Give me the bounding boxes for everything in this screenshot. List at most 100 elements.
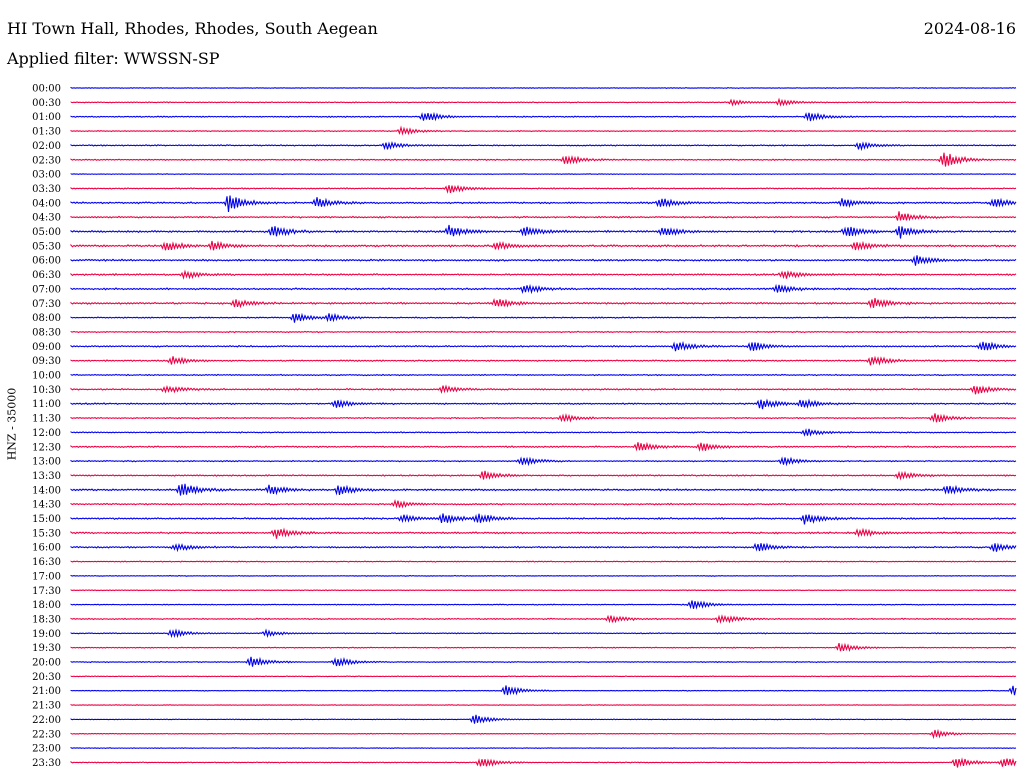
trace-line xyxy=(70,312,1017,323)
time-tick-label: 17:30 xyxy=(32,586,61,597)
trace-line xyxy=(70,340,1017,352)
trace-line xyxy=(70,483,1017,496)
time-tick-label: 16:30 xyxy=(32,557,61,568)
filter-line: Applied filter: WWSSN-SP xyxy=(7,49,220,68)
trace-line xyxy=(70,413,1017,423)
time-tick-label: 02:30 xyxy=(32,155,61,166)
trace-line xyxy=(70,589,1017,592)
trace-line xyxy=(70,184,1017,194)
trace-line xyxy=(70,513,1017,525)
trace-line xyxy=(70,384,1017,395)
trace-line xyxy=(70,542,1017,553)
time-tick-label: 05:30 xyxy=(32,241,61,252)
time-tick-label: 11:30 xyxy=(32,414,61,425)
trace-line xyxy=(70,211,1017,222)
time-tick-label: 21:00 xyxy=(32,686,61,697)
trace-line xyxy=(70,195,1017,213)
trace-line xyxy=(70,498,1017,509)
trace-line xyxy=(70,656,1017,667)
trace-line xyxy=(70,373,1017,377)
time-tick-label: 22:30 xyxy=(32,729,61,740)
time-tick-label: 15:30 xyxy=(32,528,61,539)
time-tick-label: 05:00 xyxy=(32,227,61,238)
time-tick-label: 06:30 xyxy=(32,270,61,281)
trace-line xyxy=(70,330,1017,334)
time-tick-label: 12:30 xyxy=(32,442,61,453)
time-tick-label: 14:00 xyxy=(32,485,61,496)
trace-line xyxy=(70,111,1017,122)
trace-line xyxy=(70,97,1017,107)
time-tick-label: 14:30 xyxy=(32,500,61,511)
trace-line xyxy=(70,283,1017,295)
trace-line xyxy=(70,614,1017,625)
time-tick-label: 02:00 xyxy=(32,141,61,152)
trace-line xyxy=(70,240,1017,251)
time-tick-label: 07:30 xyxy=(32,299,61,310)
time-tick-label: 00:30 xyxy=(32,98,61,109)
time-tick-label: 03:00 xyxy=(32,170,61,181)
trace-line xyxy=(70,125,1017,136)
time-tick-label: 22:00 xyxy=(32,715,61,726)
time-tick-label: 06:00 xyxy=(32,256,61,267)
time-tick-label: 01:00 xyxy=(32,112,61,123)
time-tick-label: 18:00 xyxy=(32,600,61,611)
time-tick-label: 08:30 xyxy=(32,327,61,338)
trace-line xyxy=(70,255,1017,266)
trace-line xyxy=(70,704,1017,706)
trace-line xyxy=(70,224,1017,239)
time-tick-label: 04:30 xyxy=(32,213,61,224)
time-tick-label: 21:30 xyxy=(32,701,61,712)
time-tick-label: 20:00 xyxy=(32,658,61,669)
time-tick-label: 09:30 xyxy=(32,356,61,367)
time-tick-label: 10:30 xyxy=(32,385,61,396)
time-tick-label: 03:30 xyxy=(32,184,61,195)
time-tick-label: 17:00 xyxy=(32,571,61,582)
time-tick-label: 00:00 xyxy=(32,84,61,95)
trace-line xyxy=(70,685,1017,696)
trace-line xyxy=(70,728,1017,740)
time-tick-label: 04:00 xyxy=(32,198,61,209)
trace-line xyxy=(70,675,1017,678)
trace-line xyxy=(70,574,1017,577)
time-tick-label: 20:30 xyxy=(32,672,61,683)
trace-line xyxy=(70,140,1017,152)
time-tick-label: 07:00 xyxy=(32,284,61,295)
trace-line xyxy=(70,173,1017,176)
time-tick-label: 13:00 xyxy=(32,457,61,468)
time-tick-label: 19:00 xyxy=(32,629,61,640)
trace-line xyxy=(70,398,1017,410)
trace-line xyxy=(70,427,1017,437)
trace-line xyxy=(70,757,1017,768)
trace-line xyxy=(70,642,1017,653)
time-tick-label: 15:00 xyxy=(32,514,61,525)
time-tick-label: 12:00 xyxy=(32,428,61,439)
time-tick-label: 23:00 xyxy=(32,744,61,755)
trace-line xyxy=(70,86,1017,89)
trace-line xyxy=(70,297,1017,309)
time-tick-label: 10:00 xyxy=(32,371,61,382)
trace-line xyxy=(70,152,1017,167)
trace-line xyxy=(70,747,1017,750)
trace-line xyxy=(70,355,1017,366)
station-title: HI Town Hall, Rhodes, Rhodes, South Aege… xyxy=(7,19,378,38)
time-tick-label: 09:00 xyxy=(32,342,61,353)
trace-line xyxy=(70,470,1017,481)
trace-line xyxy=(70,560,1017,563)
time-tick-label: 23:30 xyxy=(32,758,61,769)
time-tick-label: 19:30 xyxy=(32,643,61,654)
trace-line xyxy=(70,456,1017,467)
time-tick-label: 16:00 xyxy=(32,543,61,554)
trace-line xyxy=(70,269,1017,280)
date-label: 2024-08-16 xyxy=(923,19,1016,38)
trace-line xyxy=(70,628,1017,639)
time-tick-label: 13:30 xyxy=(32,471,61,482)
time-tick-label: 18:30 xyxy=(32,614,61,625)
time-tick-label: 01:30 xyxy=(32,127,61,138)
trace-line xyxy=(70,714,1017,724)
trace-line xyxy=(70,527,1017,539)
time-tick-label: 08:00 xyxy=(32,313,61,324)
trace-line xyxy=(70,600,1017,610)
trace-line xyxy=(70,441,1017,452)
time-tick-label: 11:00 xyxy=(32,399,61,410)
